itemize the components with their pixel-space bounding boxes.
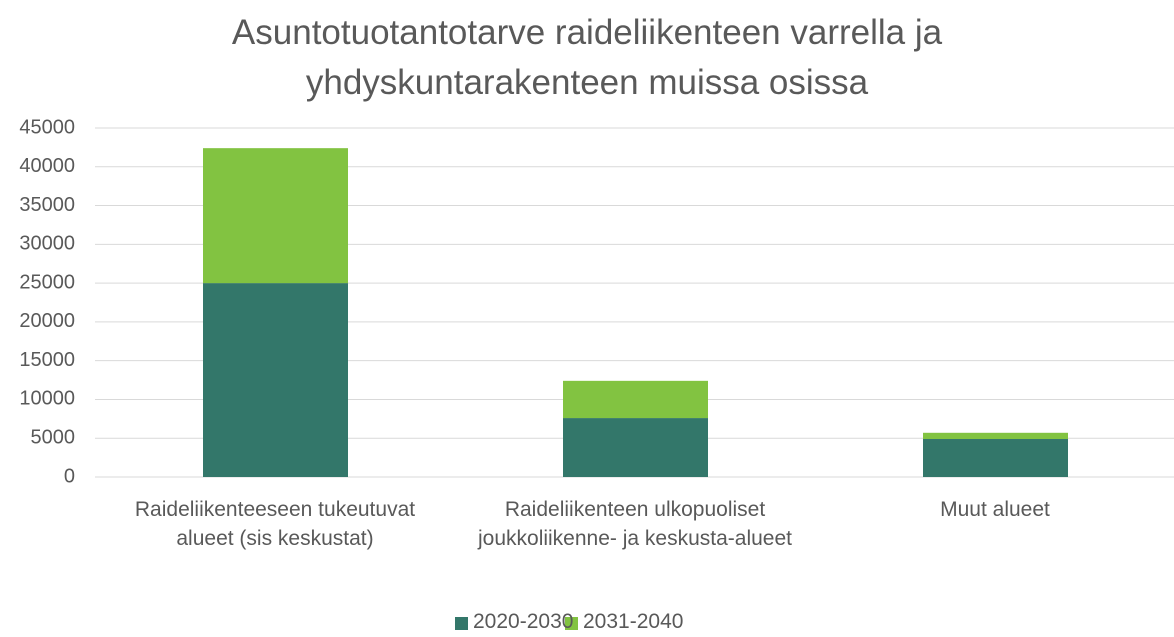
x-tick-label: Raideliikenteeseen tukeutuvat alueet (si… (134, 498, 416, 550)
bar-segment (203, 148, 348, 284)
bar-segment (923, 438, 1068, 477)
y-tick-label: 30000 (19, 233, 75, 255)
y-tick-label: 35000 (19, 194, 75, 216)
bar-segment (563, 418, 708, 477)
y-tick-label: 40000 (19, 155, 75, 177)
legend-swatch (565, 617, 578, 630)
bar-segment (203, 283, 348, 477)
y-tick-label: 10000 (19, 388, 75, 410)
bar-segment (923, 432, 1068, 439)
x-tick-label: Muut alueet (940, 498, 1050, 521)
x-tick-label: Raideliikenteen ulkopuoliset joukkoliike… (477, 498, 792, 550)
legend-swatch (455, 617, 468, 630)
y-tick-label: 0 (64, 465, 75, 487)
y-tick-label: 45000 (19, 116, 75, 138)
bar-segment (563, 380, 708, 419)
legend-label: 2031-2040 (583, 610, 684, 633)
y-tick-label: 5000 (31, 427, 76, 449)
y-tick-label: 25000 (19, 271, 75, 293)
y-tick-label: 20000 (19, 310, 75, 332)
chart-title: Asuntotuotantotarve raideliikenteen varr… (231, 13, 943, 102)
legend-label: 2020-2030 (473, 610, 574, 633)
y-tick-label: 15000 (19, 349, 75, 371)
